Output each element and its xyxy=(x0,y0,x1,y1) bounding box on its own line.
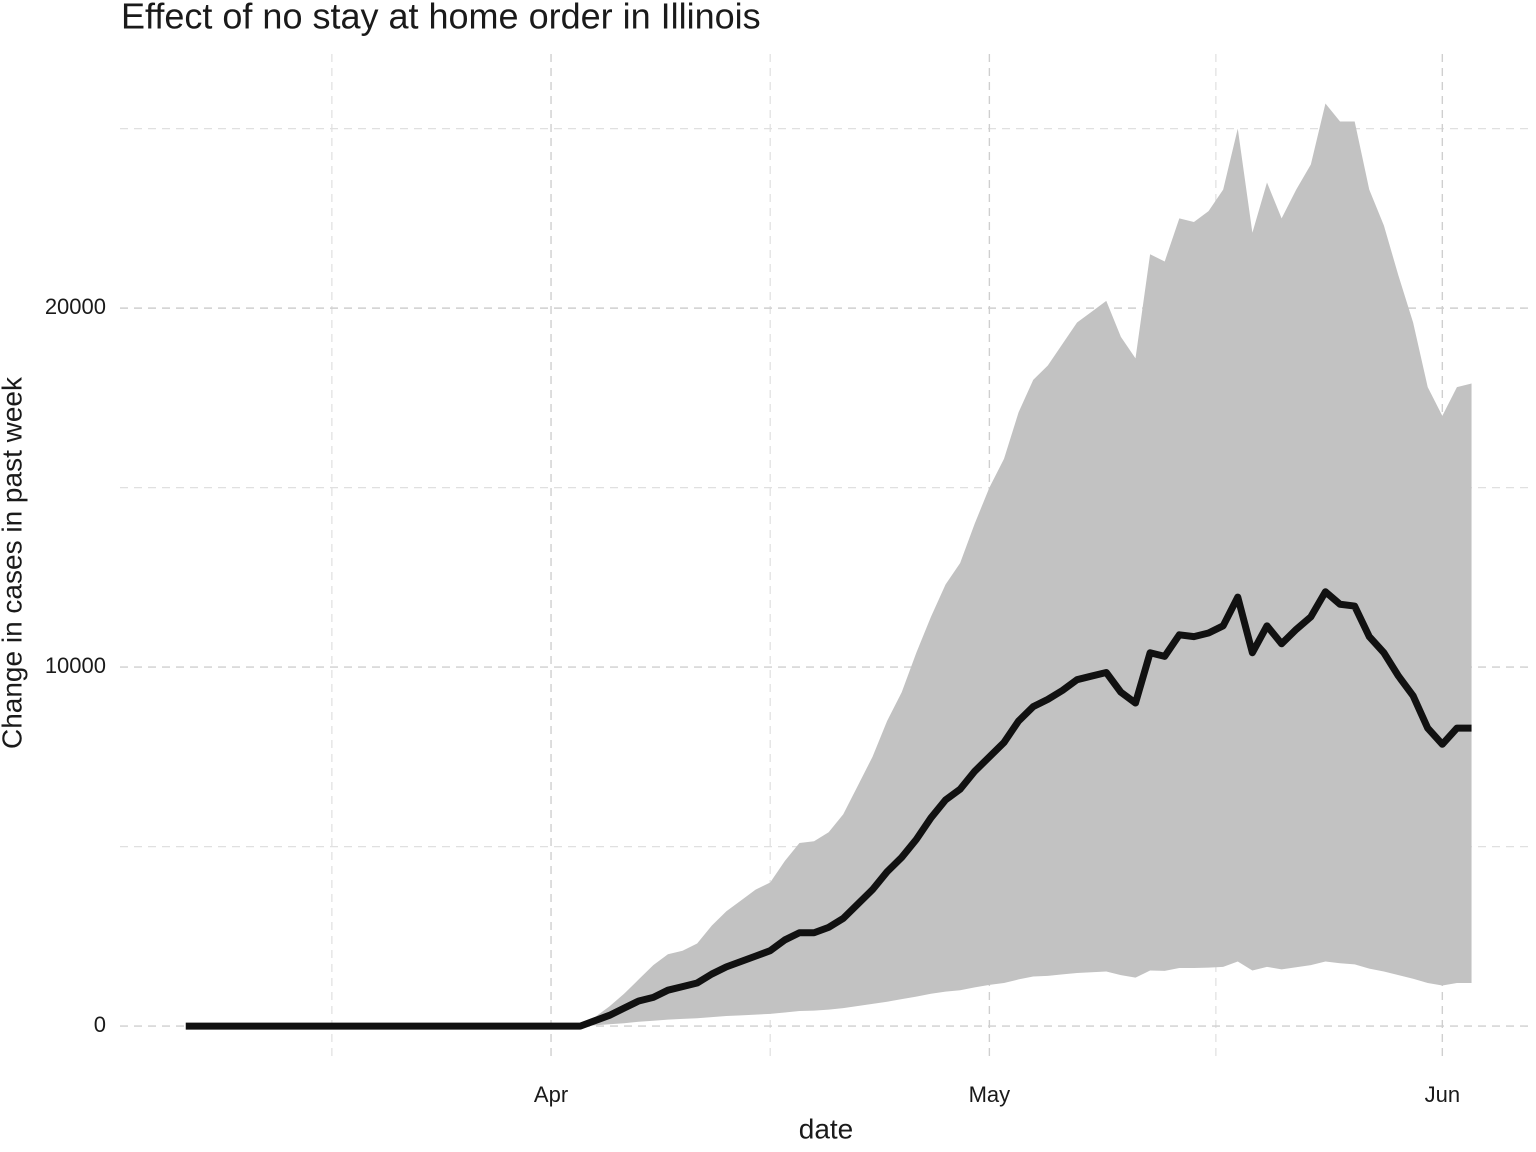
line xyxy=(185,588,1472,1030)
chart-title: Effect of no stay at home order in Illin… xyxy=(121,0,761,37)
y-axis-title: Change in cases in past week xyxy=(0,376,27,749)
y-tick-label: 0 xyxy=(94,1012,106,1037)
confidence-band xyxy=(185,103,1472,1027)
plot-area xyxy=(185,103,1472,1030)
y-tick-label: 10000 xyxy=(45,653,106,678)
y-tick-label: 20000 xyxy=(45,294,106,319)
x-axis-title: date xyxy=(799,1113,854,1144)
x-tick-label: Apr xyxy=(534,1082,568,1107)
x-tick-label: Jun xyxy=(1425,1082,1460,1107)
x-tick-label: May xyxy=(969,1082,1011,1107)
